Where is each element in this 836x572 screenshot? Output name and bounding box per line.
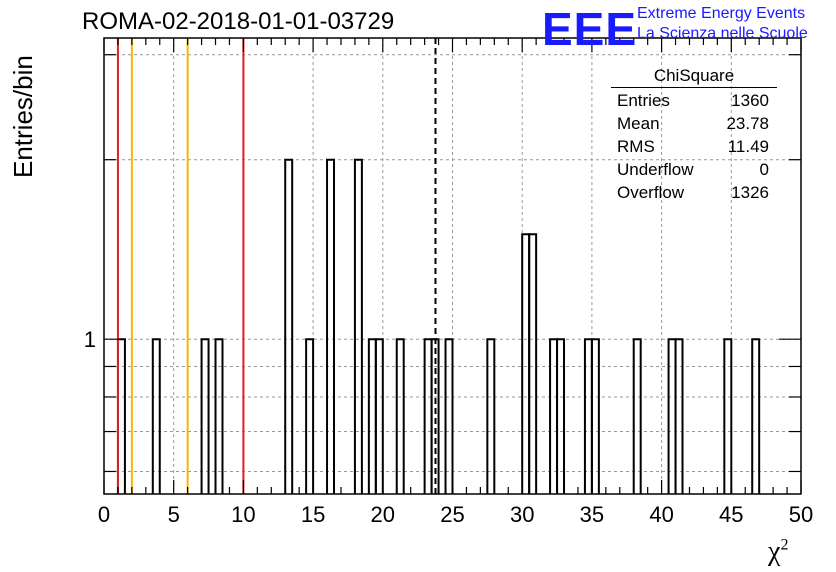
histogram-bar	[395, 338, 405, 494]
logo-subtitle-2: La Scienza nelle Scuole	[637, 25, 808, 42]
y-tick-label: 1	[84, 327, 96, 352]
histogram-bar	[556, 338, 566, 494]
x-tick-label: 50	[789, 502, 813, 527]
tick-labels: 0 5 10 15 20 25 30 35 40 45 50 1	[84, 327, 813, 527]
x-tick-label: 0	[98, 502, 110, 527]
histogram-bar	[353, 158, 363, 494]
histogram-bar	[423, 338, 433, 494]
stats-label: RMS	[617, 137, 655, 156]
histogram-bar	[723, 338, 733, 494]
x-tick-label: 5	[168, 502, 180, 527]
y-axis-label: Entries/bin	[8, 55, 38, 178]
eee-logo: EEE	[542, 3, 638, 55]
logo-subtitle-1: Extreme Energy Events	[637, 5, 806, 22]
histogram-bar	[521, 233, 531, 494]
histogram-bar	[200, 338, 210, 494]
x-tick-label: 25	[440, 502, 464, 527]
x-tick-label: 10	[231, 502, 255, 527]
stats-label: Underflow	[617, 160, 694, 179]
stats-row-mean: Mean 23.78	[611, 112, 777, 135]
x-tick-label: 45	[719, 502, 743, 527]
x-tick-label: 35	[580, 502, 604, 527]
axis-ticks	[103, 38, 802, 494]
histogram-bar	[284, 158, 294, 494]
histogram-bar	[549, 338, 559, 494]
stats-title: ChiSquare	[611, 66, 777, 88]
stats-value: 1360	[731, 91, 769, 110]
stats-label: Entries	[617, 91, 670, 110]
stats-value: 23.78	[726, 114, 769, 133]
chart-title: ROMA-02-2018-01-01-03729	[82, 8, 395, 35]
stats-value: 1326	[731, 183, 769, 202]
histogram-bar	[116, 338, 126, 494]
stats-row-overflow: Overflow 1326	[611, 181, 777, 204]
stats-label: Overflow	[617, 183, 685, 202]
stats-box: ChiSquare Entries 1360 Mean 23.78 RMS 11.49…	[611, 66, 777, 204]
stats-row-entries: Entries 1360	[611, 89, 777, 112]
stats-label: Mean	[617, 114, 660, 133]
stats-row-underflow: Underflow 0	[611, 158, 777, 181]
histogram-bar	[305, 338, 315, 494]
stats-row-rms: RMS 11.49	[611, 135, 777, 158]
histogram-bar	[528, 233, 538, 494]
histogram-bar	[444, 338, 454, 494]
x-axis-label: χ2	[768, 536, 788, 568]
histogram-bar	[632, 338, 642, 494]
x-tick-label: 30	[510, 502, 534, 527]
x-axis-label-superscript: 2	[780, 536, 789, 554]
x-tick-label: 40	[649, 502, 673, 527]
stats-value: 0	[759, 160, 769, 179]
histogram-bar	[326, 158, 336, 494]
histogram-bar	[667, 338, 677, 494]
histogram-bar	[374, 338, 384, 494]
x-tick-label: 15	[301, 502, 325, 527]
histogram-bar	[583, 338, 593, 494]
histogram-bars	[116, 158, 761, 494]
histogram-bar	[367, 338, 377, 494]
histogram-bar	[486, 338, 496, 494]
histogram-bar	[674, 338, 684, 494]
histogram-bar	[590, 338, 600, 494]
histogram-bar	[214, 338, 224, 494]
x-tick-label: 20	[371, 502, 395, 527]
x-axis-label-base: χ	[768, 536, 781, 567]
stats-value: 11.49	[727, 137, 769, 156]
marker-lines	[116, 38, 437, 494]
histogram-bar	[151, 338, 161, 494]
histogram-bar	[751, 338, 761, 494]
